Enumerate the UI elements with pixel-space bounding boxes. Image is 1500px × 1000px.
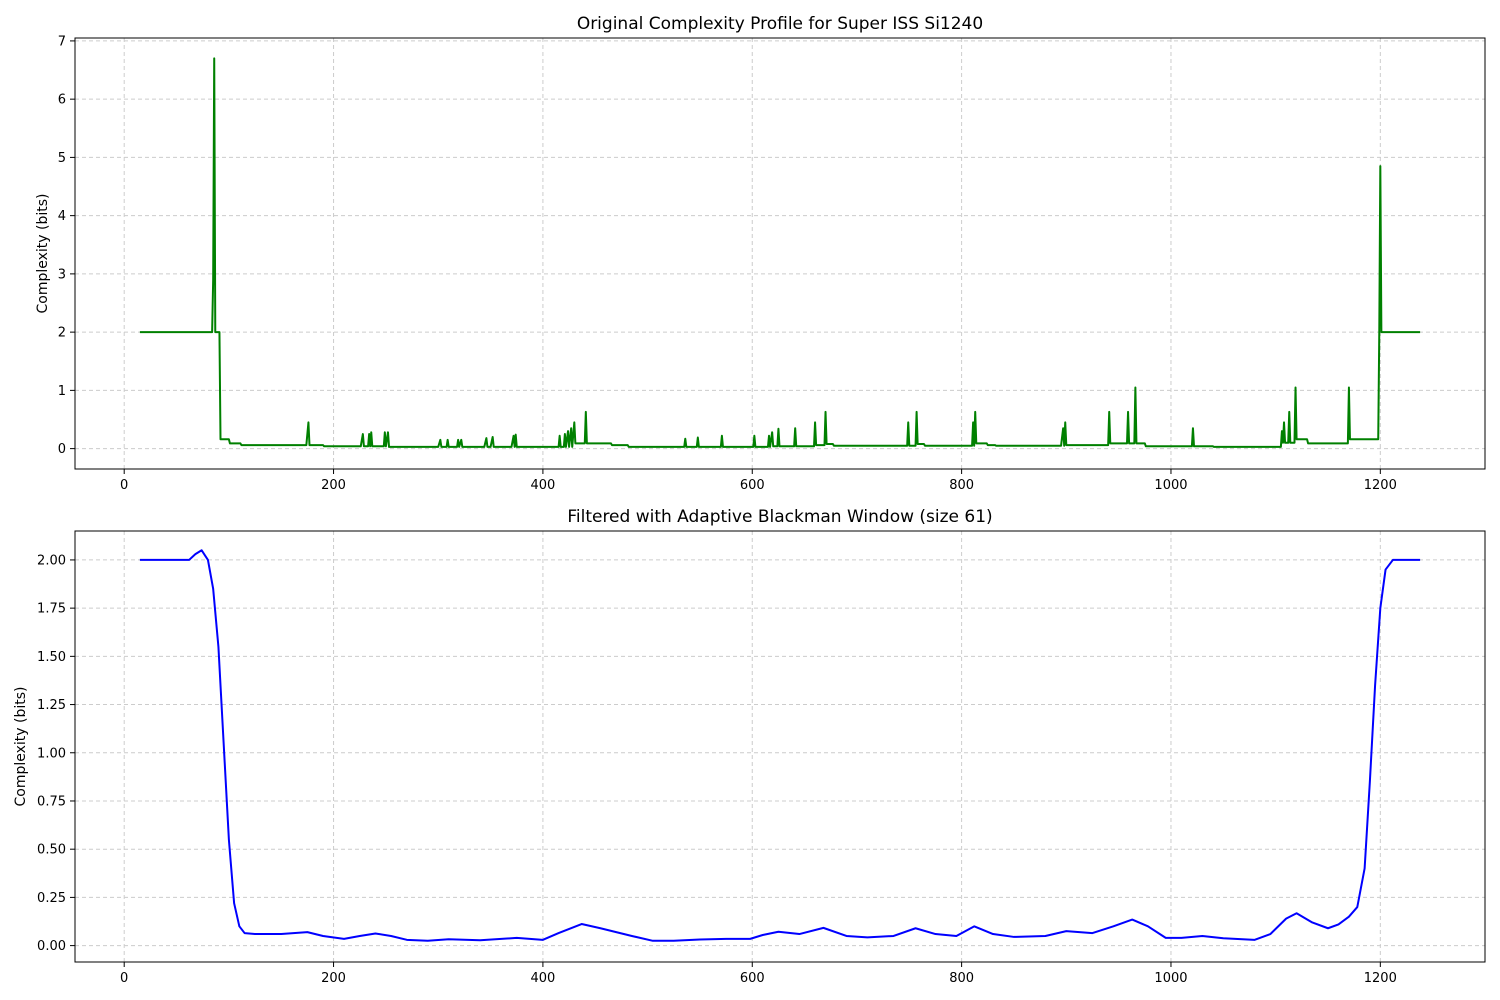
y-tick-label: 1: [58, 384, 66, 399]
y-tick-label: 1.25: [37, 698, 66, 713]
y-tick-label: 0.50: [37, 843, 66, 858]
series-line: [139, 549, 1421, 942]
x-tick-label: 1200: [1364, 971, 1397, 986]
y-tick-label: 1.75: [37, 602, 66, 617]
y-tick-label: 0.75: [37, 794, 66, 809]
x-tick-label: 800: [949, 478, 974, 493]
y-tick-label: 4: [58, 209, 66, 224]
y-axis-label: Complexity (bits): [13, 686, 29, 806]
plot-frame: [74, 37, 1486, 470]
x-tick-label: 600: [740, 478, 765, 493]
y-tick-label: 0.25: [37, 891, 66, 906]
x-tick-label: 200: [321, 478, 346, 493]
x-tick-label: 0: [120, 478, 128, 493]
x-tick-label: 200: [321, 971, 346, 986]
x-tick-label: 0: [120, 971, 128, 986]
top-panel: 0 200 400 600 800 1000 1200 0 1 2 3 4 5 6 7 Original Co…: [35, 14, 1486, 493]
x-tick-label: 1000: [1154, 971, 1187, 986]
x-tick-label: 600: [740, 971, 765, 986]
y-tick-label: 0.00: [37, 939, 66, 954]
x-tick-label: 1000: [1154, 478, 1187, 493]
bottom-panel: 0 200 400 600 800 1000 1200 0.00 0.25 0.50 0.75 1.0…: [13, 507, 1486, 986]
x-tick-label: 400: [530, 478, 555, 493]
x-tick-label: 400: [530, 971, 555, 986]
y-tick-label: 3: [58, 267, 66, 282]
series-line: [139, 57, 1421, 448]
y-tick-label: 7: [58, 34, 66, 49]
chart-title: Original Complexity Profile for Super IS…: [577, 14, 983, 34]
chart-title: Filtered with Adaptive Blackman Window (…: [567, 507, 992, 527]
y-tick-label: 1.00: [37, 746, 66, 761]
plot-frame: [74, 530, 1486, 963]
y-tick-label: 1.50: [37, 650, 66, 665]
y-tick-label: 2: [58, 326, 66, 341]
x-tick-label: 1200: [1364, 478, 1397, 493]
y-axis-label: Complexity (bits): [35, 193, 51, 313]
y-tick-label: 2.00: [37, 553, 66, 568]
y-tick-label: 5: [58, 151, 66, 166]
y-tick-label: 0: [58, 442, 66, 457]
x-tick-label: 800: [949, 971, 974, 986]
y-tick-label: 6: [58, 93, 66, 108]
